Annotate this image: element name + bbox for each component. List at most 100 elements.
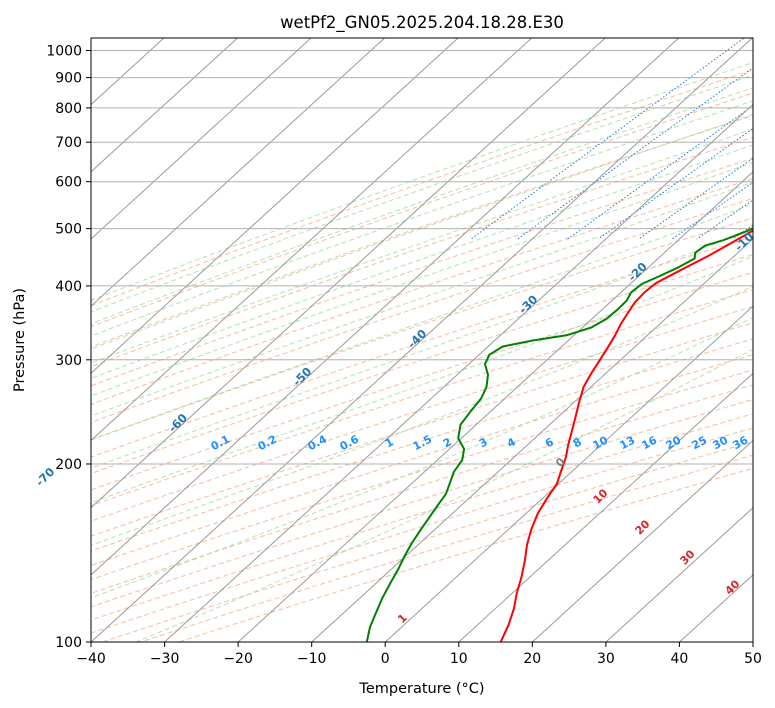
dry-adiabat-line <box>91 354 753 566</box>
x-tick-label: 0 <box>381 651 390 667</box>
dry-adiabat-line <box>91 338 753 552</box>
dry-adiabat-line <box>91 178 753 405</box>
isotherm-line <box>91 38 606 509</box>
dry-adiabat-line <box>91 305 753 522</box>
isotherm-line <box>163 103 753 642</box>
dry-adiabat-line <box>91 289 753 507</box>
isotherm-line <box>91 38 533 442</box>
moist-adiabat-line <box>135 348 753 642</box>
moist-adiabat-line <box>91 62 753 301</box>
x-tick-label: −40 <box>76 651 106 667</box>
moist-adiabat-line <box>91 144 753 379</box>
mixing-ratio-line <box>759 26 775 239</box>
dry-adiabat-line <box>91 136 753 368</box>
mixing-ratio-line <box>638 157 753 240</box>
chart-title: wetPf2_GN05.2025.204.18.28.E30 <box>280 13 564 33</box>
moist-adiabat-label: 10 <box>591 486 611 506</box>
dry-adiabat-line <box>91 322 753 537</box>
x-axis-title: Temperature (°C) <box>358 681 484 697</box>
moist-adiabat-line <box>91 113 753 350</box>
y-tick-label: 900 <box>55 71 82 87</box>
isotherm-line <box>91 38 680 576</box>
mixing-ratio-label: 3 <box>477 435 490 450</box>
mixing-ratio-label: 10 <box>591 433 611 452</box>
dry-adiabat-line <box>91 197 753 423</box>
x-tick-label: −30 <box>150 651 180 667</box>
isotherm-line <box>531 439 753 642</box>
dry-adiabat-line <box>91 254 753 475</box>
mixing-ratio-label: 13 <box>618 434 638 453</box>
dry-adiabat-line <box>139 454 753 642</box>
dry-adiabat-line <box>91 92 753 328</box>
moist-adiabat-line <box>91 161 753 397</box>
dry-adiabat-line <box>91 427 753 634</box>
y-tick-label: 300 <box>55 353 82 369</box>
dewpoint-line <box>365 226 753 642</box>
x-tick-label: −20 <box>223 651 253 667</box>
mixing-ratio-label: 30 <box>711 433 731 452</box>
mixing-ratio-label: 0.1 <box>209 433 232 454</box>
y-tick-label: 700 <box>55 135 82 151</box>
dry-adiabat-line <box>91 114 753 348</box>
moist-adiabat-line <box>91 128 753 364</box>
isotherm-line <box>91 38 753 642</box>
isotherm-line <box>458 372 753 642</box>
mixing-ratio-label: 1.5 <box>411 433 434 454</box>
isotherm-line <box>91 38 239 173</box>
grid-lines <box>91 50 753 642</box>
moist-adiabat-line <box>91 74 753 313</box>
dry-adiabat-line <box>91 235 753 458</box>
dry-adiabat-line <box>91 157 753 387</box>
mixing-ratio-label: 16 <box>640 433 660 452</box>
mixing-ratio-label: 0.6 <box>338 432 362 453</box>
temperature-line <box>499 229 753 642</box>
mixing-ratio-line <box>470 38 745 240</box>
mixing-ratio-line <box>567 105 753 240</box>
y-tick-label: 800 <box>55 101 82 117</box>
dry-adiabat-line <box>91 271 753 491</box>
moist-adiabat-line <box>91 285 753 546</box>
mixing-ratio-label: 2 <box>441 435 454 450</box>
isotherm-line <box>678 574 753 642</box>
mixing-ratio-label: 36 <box>731 433 751 452</box>
y-tick-label: 400 <box>55 279 82 295</box>
isotherm-line <box>384 305 753 642</box>
isotherm-label: -70 <box>33 465 58 490</box>
y-tick-label: 100 <box>55 635 82 651</box>
mixing-ratio-label: 1 <box>383 435 396 450</box>
x-tick-label: 50 <box>744 651 762 667</box>
isotherm-line <box>310 238 753 642</box>
isotherm-label: -60 <box>165 411 190 436</box>
x-tick-label: 40 <box>670 651 688 667</box>
mixing-ratio-line <box>671 181 753 240</box>
dry-adiabat-line <box>91 217 753 441</box>
mixing-ratio-label: 20 <box>664 433 684 452</box>
isotherm-line <box>91 38 386 307</box>
isotherm-line <box>605 507 753 642</box>
dry-adiabat-line <box>177 467 753 642</box>
dry-adiabat-line <box>91 369 753 581</box>
mixing-ratio-label: 25 <box>690 434 710 453</box>
mixing-ratio-label: 8 <box>571 435 584 450</box>
y-tick-label: 500 <box>55 222 82 238</box>
mixing-ratio-label: 0.4 <box>306 432 330 453</box>
dry-adiabat-line <box>91 384 753 594</box>
plot-frame <box>90 37 754 643</box>
isotherm-label: -30 <box>516 292 541 317</box>
mixing-ratio-label: 0.2 <box>256 433 279 454</box>
sounding-series <box>365 226 753 642</box>
moist-adiabat-label: 1 <box>395 611 410 626</box>
mixing-ratio-label: 6 <box>543 435 556 450</box>
mixing-ratio-line <box>517 67 753 240</box>
x-tick-label: 30 <box>597 651 615 667</box>
y-tick-label: 200 <box>55 457 82 473</box>
axis-ticks: −40 −30 −20 −10 0 10 20 30 40 5010020030040050060… <box>46 44 762 668</box>
y-tick-label: 600 <box>55 175 82 191</box>
moist-adiabat-label: 40 <box>723 577 743 597</box>
y-axis-title: Pressure (hPa) <box>12 288 28 392</box>
reference-lines <box>91 26 775 642</box>
isotherm-line <box>91 38 459 374</box>
mixing-ratio-label: 4 <box>505 435 518 450</box>
isotherm-line <box>237 171 753 642</box>
x-tick-label: −10 <box>297 651 327 667</box>
